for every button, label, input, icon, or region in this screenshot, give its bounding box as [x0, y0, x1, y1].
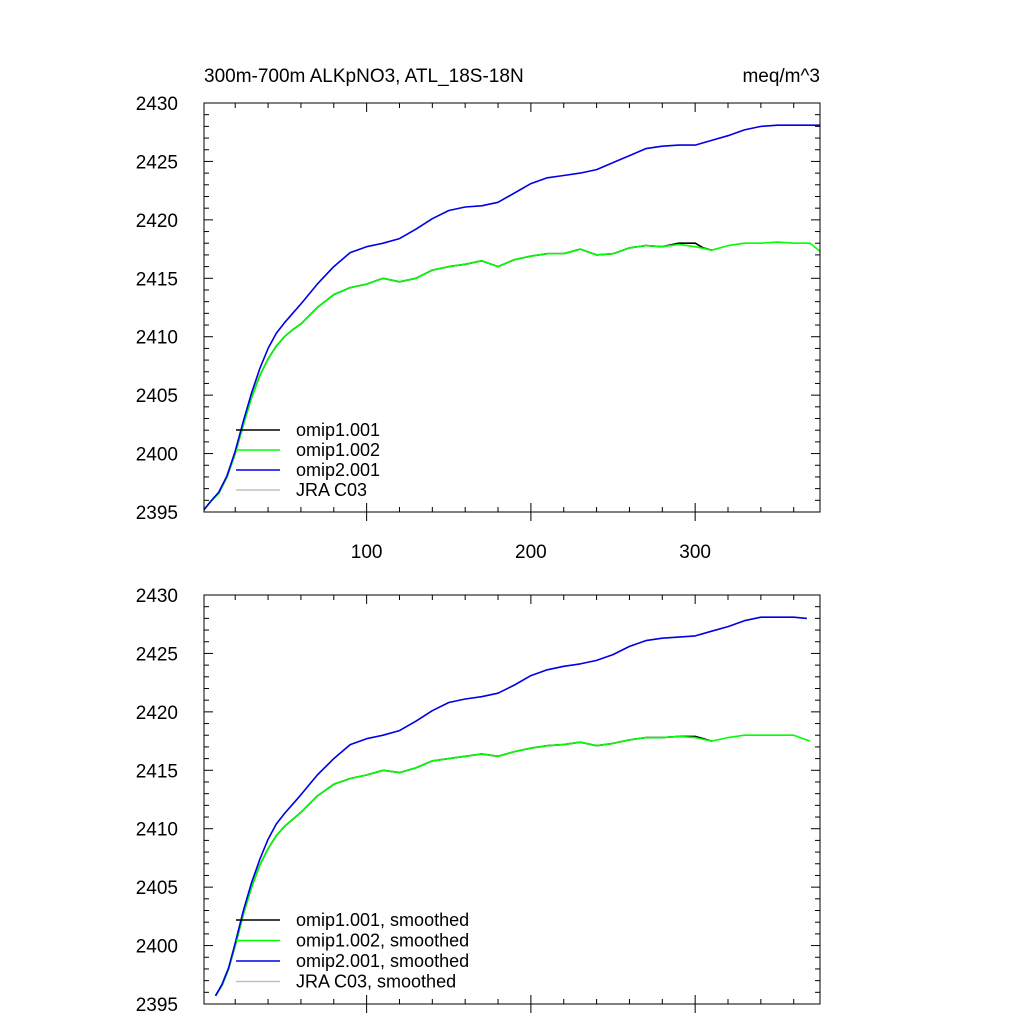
top-plot-frame — [203, 102, 821, 513]
top-legend-label: JRA C03 — [296, 480, 367, 500]
top-y-tick-label: 2410 — [136, 328, 178, 349]
top-x-tick-label: 100 — [351, 542, 383, 563]
top-series-line-1 — [203, 241, 821, 511]
top-y-tick-label: 2395 — [136, 503, 178, 524]
bottom-series-line-2 — [214, 616, 807, 997]
top-panel: 300m-700m ALKpNO3, ATL_18S-18N meq/m^3 2… — [136, 66, 821, 563]
bottom-y-tick-label: 2425 — [136, 644, 178, 665]
bottom-y-tick-label: 2420 — [136, 703, 178, 724]
top-legend-label: omip1.001 — [296, 420, 380, 440]
top-legend-label: omip1.002 — [296, 440, 380, 460]
top-y-tick-label: 2425 — [136, 152, 178, 173]
bottom-legend-label: omip1.002, smoothed — [296, 931, 469, 951]
bottom-legend-label: JRA C03, smoothed — [296, 972, 456, 992]
top-y-tick-label: 2415 — [136, 269, 178, 290]
top-x-tick-label: 200 — [515, 542, 547, 563]
bottom-y-tick-label: 2400 — [136, 937, 178, 958]
units-label: meq/m^3 — [742, 66, 820, 87]
bottom-legend-label: omip1.001, smoothed — [296, 910, 469, 930]
top-legend-label: omip2.001 — [296, 460, 380, 480]
bottom-y-tick-label: 2405 — [136, 878, 178, 899]
top-y-tick-label: 2400 — [136, 445, 178, 466]
bottom-y-tick-label: 2430 — [136, 586, 178, 607]
top-y-tick-label: 2405 — [136, 386, 178, 407]
bottom-y-tick-label: 2410 — [136, 820, 178, 841]
top-y-tick-label: 2420 — [136, 211, 178, 232]
bottom-plot-frame — [203, 594, 821, 1005]
top-series-line-2 — [203, 124, 820, 511]
bottom-panel: 2395 2400 2405 2410 2415 2420 2425 2430 omip1.00… — [136, 586, 821, 1016]
top-y-tick-label: 2430 — [136, 94, 178, 115]
bottom-y-tick-label: 2415 — [136, 761, 178, 782]
bottom-y-tick-label: 2395 — [136, 995, 178, 1016]
chart-title: 300m-700m ALKpNO3, ATL_18S-18N — [204, 66, 524, 87]
bottom-legend-label: omip2.001, smoothed — [296, 951, 469, 971]
bottom-series-line-1 — [214, 734, 811, 997]
top-x-tick-label: 300 — [679, 542, 711, 563]
